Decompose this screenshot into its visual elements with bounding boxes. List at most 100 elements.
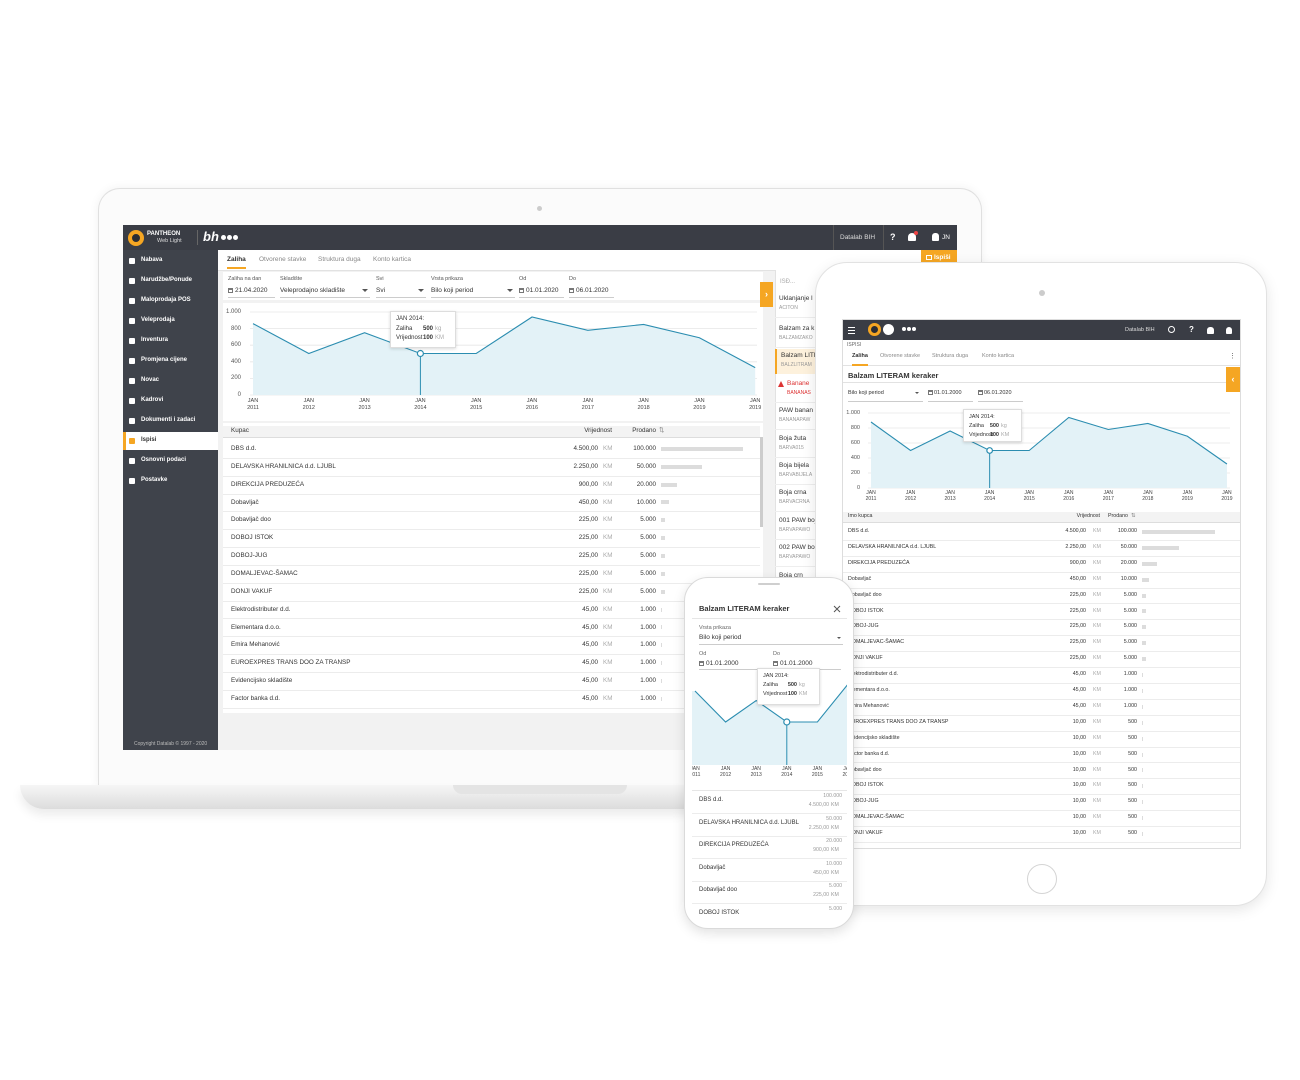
table-row[interactable]: EUROEXPRES TRANS DOO ZA TRANSP 45,00 KM 1.0… xyxy=(223,654,760,674)
table-row[interactable]: DBS d.d. 4.500,00 KM 100.000 xyxy=(223,440,760,459)
table-row[interactable]: DELAVSKA HRANILNICA d.d. LJUBL 2.250,00 KM… xyxy=(223,458,760,477)
table-row[interactable]: Elektrodistributer d.d. 45,00 KM 1.000 xyxy=(223,601,760,620)
filter-underline xyxy=(978,401,1023,402)
expand-tab[interactable]: ‹ xyxy=(1226,367,1240,392)
table-row[interactable]: Emira Mehanović 45,00 KM 1.000 xyxy=(223,636,760,656)
search-field[interactable]: ISĐ... xyxy=(780,279,796,285)
table-row[interactable]: DOBOJ-JUG 225,00 KM 5.000 xyxy=(843,619,1240,637)
close-button[interactable] xyxy=(832,604,842,614)
menu-item[interactable]: Dokumenti i zadaci xyxy=(123,412,218,430)
table-row[interactable]: Dobavljač 450,00 KM 10.000 xyxy=(843,572,1240,589)
help-button[interactable]: ? xyxy=(1189,325,1194,334)
company[interactable]: Datalab BIH xyxy=(1125,327,1155,333)
list-row[interactable]: Dobavljač 10.000 450,00 KM xyxy=(692,859,847,882)
table-row[interactable]: DONJI VAKUF 225,00 KM 5.000 xyxy=(843,651,1240,669)
row-value: 225,00 xyxy=(578,552,598,560)
period-select[interactable]: Bilo koji period xyxy=(699,634,742,641)
tab[interactable]: Otvorene stavke xyxy=(259,256,307,263)
table-row[interactable]: Dobavljač 450,00 KM 10.000 xyxy=(223,494,760,513)
expand-tab[interactable]: › xyxy=(760,282,773,307)
table-row[interactable]: DOBOJ ISTOK 225,00 KM 5.000 xyxy=(843,604,1240,621)
filter-value[interactable]: 21.04.2020 xyxy=(235,287,268,294)
table-row[interactable]: DONJI VAKUF 10,00 KM 500 xyxy=(843,826,1240,843)
table-row[interactable]: DBS d.d. 4.500,00 KM 100.000 xyxy=(843,524,1240,541)
user-icon[interactable] xyxy=(932,233,939,241)
menu-item[interactable]: Inventura xyxy=(123,332,218,350)
table-row[interactable]: Dobavljač doo 10,00 KM 500 xyxy=(843,763,1240,780)
row-value: 10,00 xyxy=(1072,798,1086,805)
table-row[interactable]: Elementara d.o.o. 45,00 KM 1.000 xyxy=(843,683,1240,700)
table-row[interactable]: DIREKCIJA PREDUZEĆA 900,00 KM 20.000 xyxy=(223,476,760,495)
date-to[interactable]: 01.01.2000 xyxy=(780,660,813,667)
table-row[interactable]: Dobavljač doo 225,00 KM 5.000 xyxy=(843,588,1240,605)
menu-item[interactable]: Promjena cijene xyxy=(123,352,218,370)
table-row[interactable]: DOBOJ-JUG 10,00 KM 500 xyxy=(843,794,1240,812)
column-header[interactable]: Prodano xyxy=(1107,513,1128,520)
filter-label: Do xyxy=(569,276,577,282)
menu-item[interactable]: Novac xyxy=(123,372,218,390)
more-menu[interactable]: ⋮ xyxy=(1229,353,1236,360)
filter-value[interactable]: Svi xyxy=(376,287,386,294)
menu-item[interactable]: Veleprodaja xyxy=(123,312,218,330)
filter-label: Svi xyxy=(376,276,384,282)
table-row[interactable]: DOMALJEVAC-ŠAMAC 225,00 KM 5.000 xyxy=(223,565,760,584)
menu-item[interactable]: Osnovni podaci xyxy=(123,452,218,470)
tooltip-label: Zaliha xyxy=(969,422,984,429)
notification-bell[interactable] xyxy=(908,233,916,241)
notification-bell[interactable] xyxy=(1207,327,1214,334)
filter-value[interactable]: Bilo koji period xyxy=(431,287,474,294)
search-icon[interactable] xyxy=(1168,326,1175,333)
table-row[interactable]: DONJI VAKUF 225,00 KM 5.000 xyxy=(223,583,760,602)
table-row[interactable]: DOMALJEVAC-ŠAMAC 10,00 KM 500 xyxy=(843,810,1240,828)
menu-item[interactable]: Nabava xyxy=(123,252,218,270)
customer-name: DONJI VAKUF xyxy=(848,655,883,662)
period-select[interactable]: Bilo koji period xyxy=(848,390,884,396)
chart-plot xyxy=(250,311,757,396)
tab[interactable]: Zaliha xyxy=(852,353,868,366)
table-row[interactable]: DOBOJ ISTOK 225,00 KM 5.000 xyxy=(223,529,760,549)
company[interactable]: Datalab BIH xyxy=(840,234,876,241)
list-row[interactable]: DOBOJ ISTOK 5.000 xyxy=(692,904,847,921)
date-from[interactable]: 01.01.2000 xyxy=(934,390,962,396)
tab[interactable]: Struktura duga xyxy=(932,353,969,359)
user-icon[interactable] xyxy=(1226,327,1232,334)
tab[interactable]: Struktura duga xyxy=(318,256,361,263)
column-header[interactable]: Prodano xyxy=(632,427,656,435)
print-button[interactable]: Ispiši xyxy=(921,250,957,265)
tooltip-label: Zaliha xyxy=(763,681,778,688)
menu-item[interactable]: Postavke xyxy=(123,472,218,490)
table-row[interactable]: EUROEXPRES TRANS DOO ZA TRANSP 10,00 KM 500 xyxy=(843,715,1240,732)
help-button[interactable]: ? xyxy=(890,232,896,242)
date-from[interactable]: 01.01.2000 xyxy=(706,660,739,667)
table-row[interactable]: DELAVSKA HRANILNICA d.d. LJUBL 2.250,00 KM… xyxy=(843,540,1240,557)
filter-value[interactable]: 06.01.2020 xyxy=(576,287,609,294)
menu-item[interactable]: Maloprodaja POS xyxy=(123,292,218,310)
tab[interactable]: Konto kartica xyxy=(982,353,1015,359)
table-row[interactable]: DOBOJ-JUG 225,00 KM 5.000 xyxy=(223,547,760,566)
tab[interactable]: Otvorene stavke xyxy=(880,353,921,359)
table-row[interactable]: Emira Mehanović 45,00 KM 1.000 xyxy=(843,699,1240,716)
table-row[interactable]: Evidencijsko skladište 45,00 KM 1.000 xyxy=(223,672,760,691)
tab[interactable]: Zaliha xyxy=(227,256,246,269)
table-row[interactable]: DIREKCIJA PREDUZEĆA 900,00 KM 20.000 xyxy=(843,556,1240,573)
table-row[interactable]: Elektrodistributer d.d. 45,00 KM 1.000 xyxy=(843,667,1240,684)
customer-name: Evidencijsko skladište xyxy=(231,677,293,685)
list-row[interactable]: DIREKCIJA PREDUZEĆA 20.000 900,00 KM xyxy=(692,836,847,859)
list-row[interactable]: Dobavljač doo 5.000 225,00 KM xyxy=(692,881,847,904)
table-row[interactable]: DOBOJ ISTOK 10,00 KM 500 xyxy=(843,778,1240,796)
menu-item[interactable]: Ispisi xyxy=(123,432,218,450)
table-row[interactable]: Factor banka d.d. 10,00 KM 500 xyxy=(843,747,1240,764)
filter-value[interactable]: 01.01.2020 xyxy=(526,287,559,294)
filter-value[interactable]: Veleprodajno skladište xyxy=(280,287,346,294)
date-to[interactable]: 06.01.2020 xyxy=(984,390,1012,396)
table-row[interactable]: Evidencijsko skladište 10,00 KM 500 xyxy=(843,731,1240,748)
table-row[interactable]: Elementara d.o.o. 45,00 KM 1.000 xyxy=(223,619,760,638)
table-row[interactable]: Dobavljač doo 225,00 KM 5.000 xyxy=(223,511,760,531)
menu-item[interactable]: Narudžbe/Ponude xyxy=(123,272,218,290)
table-row[interactable]: DOMALJEVAC-ŠAMAC 225,00 KM 5.000 xyxy=(843,635,1240,653)
menu-item[interactable]: Kadrovi xyxy=(123,392,218,410)
table-row[interactable]: Factor banka d.d. 45,00 KM 1.000 xyxy=(223,690,760,709)
list-row[interactable]: DELAVSKA HRANILNICA d.d. LJUBL 50.000 2.25… xyxy=(692,814,847,837)
tab[interactable]: Konto kartica xyxy=(373,256,411,263)
list-row[interactable]: DBS d.d. 100.000 4.500,00 KM xyxy=(692,791,847,814)
